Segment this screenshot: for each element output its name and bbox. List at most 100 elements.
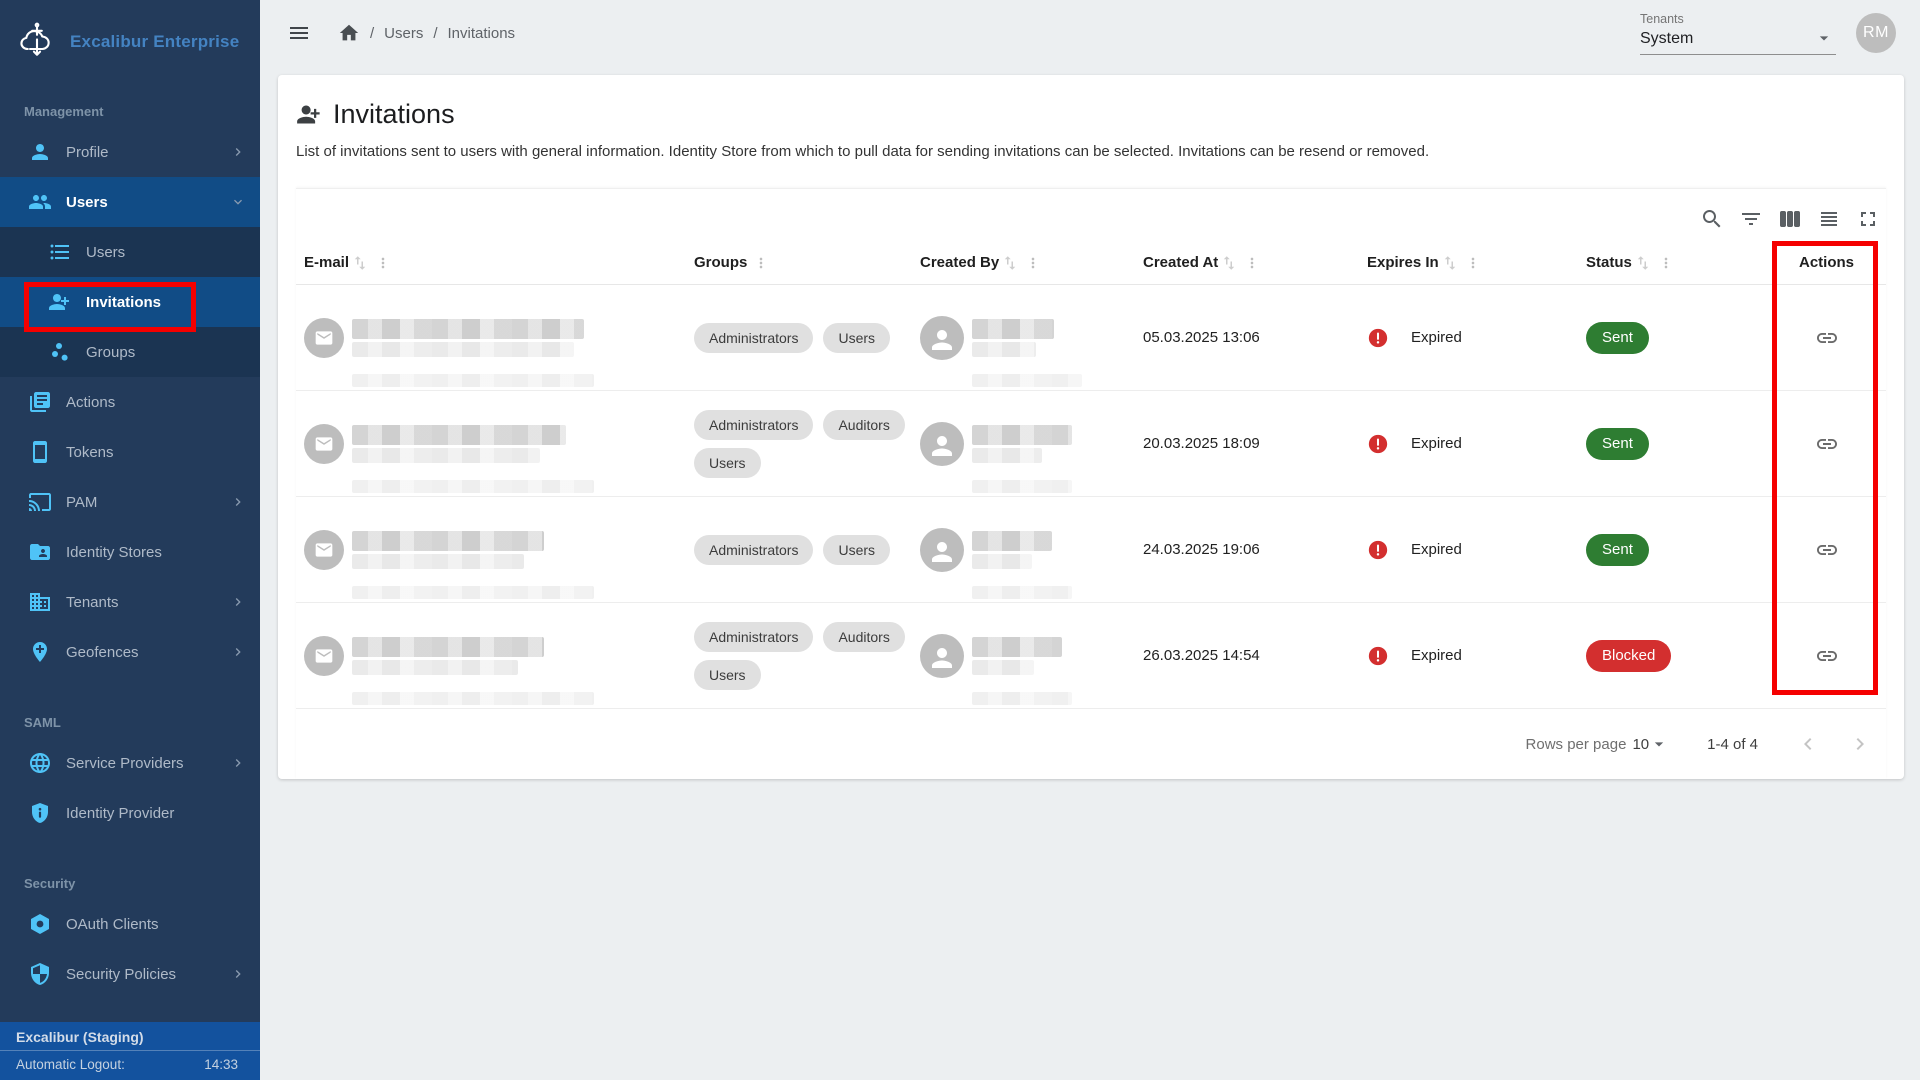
chevron-right-icon bbox=[235, 648, 241, 656]
sidebar-item-security-policies[interactable]: Security Policies bbox=[0, 949, 260, 999]
created-by-cell bbox=[912, 391, 1135, 496]
sort-icon[interactable] bbox=[1220, 254, 1238, 272]
created-by-cell bbox=[912, 603, 1135, 708]
sidebar-item-users[interactable]: Users bbox=[0, 177, 260, 227]
caret-down-icon bbox=[1654, 742, 1664, 747]
table-pagination: Rows per page 10 1-4 of 4 bbox=[296, 709, 1886, 779]
mail-icon bbox=[315, 648, 333, 663]
redacted-name-line2 bbox=[972, 553, 1032, 569]
sidebar-item-groups[interactable]: Groups bbox=[0, 327, 260, 377]
filter-icon[interactable] bbox=[1739, 207, 1763, 231]
created-at-value: 05.03.2025 13:06 bbox=[1143, 329, 1260, 346]
table-toolbar bbox=[296, 189, 1886, 241]
redacted-email-line2 bbox=[352, 341, 574, 357]
created-at-cell: 05.03.2025 13:06 bbox=[1135, 285, 1359, 390]
col-groups[interactable]: Groups bbox=[686, 254, 912, 271]
actions-cell bbox=[1767, 497, 1886, 602]
actions-cell bbox=[1767, 285, 1886, 390]
sort-icon[interactable] bbox=[1441, 254, 1459, 272]
list-icon bbox=[50, 244, 69, 260]
status-cell: Sent bbox=[1578, 497, 1767, 602]
sidebar-item-tokens[interactable]: Tokens bbox=[0, 427, 260, 477]
sidebar-item-geofences[interactable]: Geofences bbox=[0, 627, 260, 677]
breadcrumb-users[interactable]: Users bbox=[384, 24, 424, 42]
column-menu-icon[interactable] bbox=[1465, 255, 1481, 271]
email-cell bbox=[296, 497, 686, 602]
brand-name: Excalibur Enterprise bbox=[70, 32, 240, 51]
invitation-link-icon[interactable] bbox=[1815, 432, 1839, 456]
column-menu-icon[interactable] bbox=[375, 255, 391, 271]
sort-icon[interactable] bbox=[1001, 254, 1019, 272]
group-chip: Administrators bbox=[694, 534, 814, 565]
menu-toggle-icon[interactable] bbox=[287, 21, 311, 45]
invitation-link-icon[interactable] bbox=[1815, 538, 1839, 562]
col-expires-in[interactable]: Expires In bbox=[1359, 254, 1578, 272]
sidebar-item-oauth-clients[interactable]: OAuth Clients bbox=[0, 899, 260, 949]
redacted-name-line3 bbox=[972, 374, 1082, 387]
status-cell: Sent bbox=[1578, 391, 1767, 496]
previous-page-icon[interactable] bbox=[1796, 732, 1820, 756]
next-page-icon[interactable] bbox=[1848, 732, 1872, 756]
redacted-email-line3 bbox=[352, 374, 594, 387]
col-status[interactable]: Status bbox=[1578, 254, 1767, 272]
group-chip: Administrators bbox=[694, 409, 814, 440]
expires-in-cell: Expired bbox=[1359, 285, 1578, 390]
col-created-at[interactable]: Created At bbox=[1135, 254, 1359, 272]
person-icon bbox=[932, 329, 952, 350]
table-row: Administrators Users 24.03.2025 19:06 Exp… bbox=[296, 497, 1886, 603]
sidebar-item-tenants[interactable]: Tenants bbox=[0, 577, 260, 627]
density-icon[interactable] bbox=[1817, 207, 1841, 231]
sort-icon[interactable] bbox=[351, 254, 369, 272]
sort-icon[interactable] bbox=[1634, 254, 1652, 272]
invitation-link-icon[interactable] bbox=[1815, 644, 1839, 668]
column-menu-icon[interactable] bbox=[753, 255, 769, 271]
mail-icon bbox=[315, 436, 333, 451]
table-body: Administrators Users 05.03.2025 13:06 Exp… bbox=[296, 285, 1886, 709]
col-email[interactable]: E-mail bbox=[296, 254, 686, 272]
rows-per-page-select[interactable]: 10 bbox=[1632, 734, 1669, 754]
sidebar-item-identity-stores[interactable]: Identity Stores bbox=[0, 527, 260, 577]
tenant-value: System bbox=[1640, 29, 1694, 47]
tenant-select[interactable]: Tenants System bbox=[1640, 12, 1836, 55]
auto-logout-label: Automatic Logout: bbox=[16, 1057, 125, 1072]
actions-cell bbox=[1767, 391, 1886, 496]
search-icon[interactable] bbox=[1700, 207, 1724, 231]
columns-icon[interactable] bbox=[1778, 207, 1802, 231]
sidebar-item-actions[interactable]: Actions bbox=[0, 377, 260, 427]
created-by-avatar bbox=[920, 315, 964, 360]
email-avatar bbox=[304, 529, 344, 570]
chevron-right-icon bbox=[235, 759, 241, 767]
status-badge: Blocked bbox=[1586, 639, 1672, 672]
sidebar-item-service-providers[interactable]: Service Providers bbox=[0, 738, 260, 788]
table-row: Administrators Users 05.03.2025 13:06 Exp… bbox=[296, 285, 1886, 391]
sidebar-item-identity-provider[interactable]: Identity Provider bbox=[0, 788, 260, 838]
column-menu-icon[interactable] bbox=[1658, 255, 1674, 271]
home-icon[interactable] bbox=[338, 22, 360, 44]
invitation-link-icon[interactable] bbox=[1815, 326, 1839, 350]
redacted-name-line2 bbox=[972, 659, 1034, 675]
sidebar-item-users-list[interactable]: Users bbox=[0, 227, 260, 277]
brand: Excalibur Enterprise bbox=[0, 0, 260, 84]
sidebar-item-profile[interactable]: Profile bbox=[0, 127, 260, 177]
scatter-dots-icon bbox=[52, 343, 68, 361]
column-menu-icon[interactable] bbox=[1025, 255, 1041, 271]
created-by-cell bbox=[912, 285, 1135, 390]
sidebar-item-invitations[interactable]: Invitations bbox=[0, 277, 260, 327]
created-by-cell bbox=[912, 497, 1135, 602]
redacted-email bbox=[352, 424, 566, 445]
sidebar-footer: Excalibur (Staging) Automatic Logout: 14… bbox=[0, 1022, 260, 1080]
expired-error-icon bbox=[1368, 540, 1388, 559]
cast-icon bbox=[29, 493, 51, 511]
mail-icon bbox=[315, 542, 333, 557]
email-cell bbox=[296, 603, 686, 708]
col-created-by[interactable]: Created By bbox=[912, 254, 1135, 272]
expires-in-value: Expired bbox=[1411, 541, 1462, 558]
fullscreen-icon[interactable] bbox=[1856, 207, 1880, 231]
column-menu-icon[interactable] bbox=[1244, 255, 1260, 271]
sidebar-item-pam[interactable]: PAM bbox=[0, 477, 260, 527]
topbar: / Users / Invitations Tenants System RM bbox=[260, 0, 1920, 66]
user-avatar[interactable]: RM bbox=[1856, 13, 1896, 53]
expires-in-cell: Expired bbox=[1359, 391, 1578, 496]
redacted-name-line2 bbox=[972, 341, 1036, 357]
caret-down-icon bbox=[1819, 35, 1829, 40]
